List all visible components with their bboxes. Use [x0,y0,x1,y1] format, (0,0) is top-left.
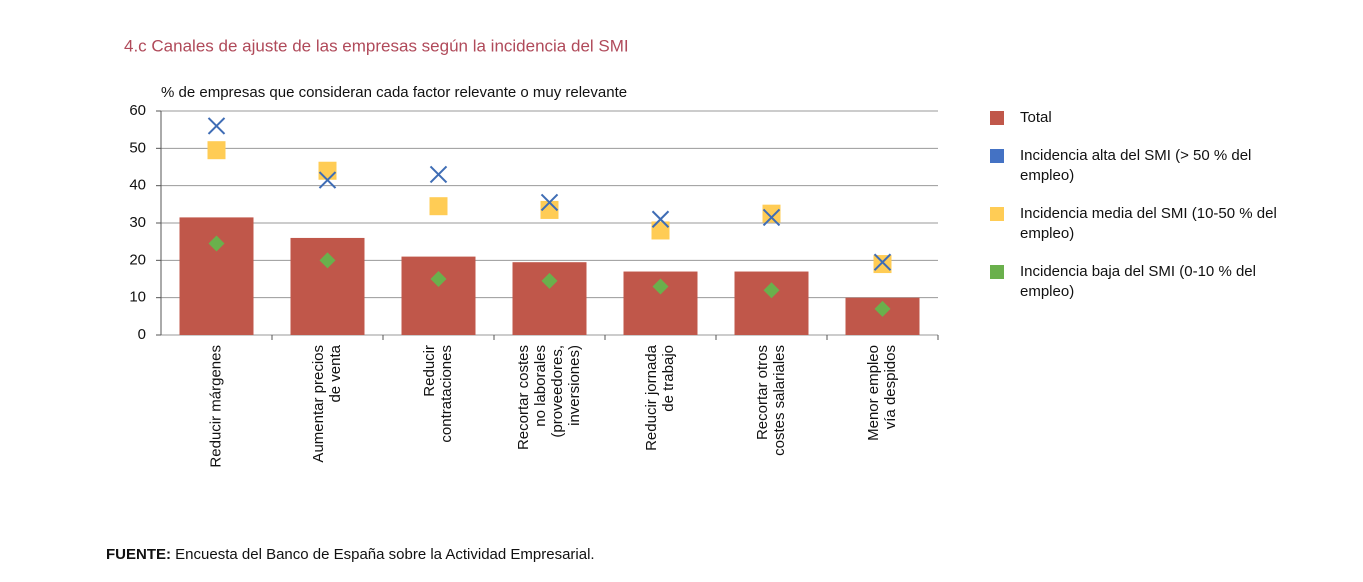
x-tick-label: Recortar otros [754,345,771,440]
y-tick-label: 30 [129,214,146,231]
source: FUENTE: Encuesta del Banco de España sob… [106,546,595,563]
y-tick-label: 0 [138,326,146,343]
legend-item: Incidencia baja del SMI (0-10 % del empl… [990,262,1300,302]
x-stroke [429,165,448,184]
x-stroke [651,210,670,228]
legend-swatch [990,207,1004,221]
x-tick-label: inversiones) [566,345,583,426]
x-marker [762,208,781,227]
square-marker [540,200,559,219]
legend-item: Incidencia alta del SMI (> 50 % del empl… [990,146,1300,186]
bar [734,271,809,335]
bar [401,256,476,335]
legend-label: Incidencia alta del SMI (> 50 % del empl… [1020,147,1252,184]
x-tick-label: (proveedores, [549,345,566,438]
y-tick-label: 20 [129,251,146,268]
square-marker [318,161,337,180]
diamond-marker [208,235,225,252]
x-tick-label: contrataciones [438,345,455,443]
square-marker [207,141,226,160]
x-tick-label: de venta [327,344,344,402]
diamond-marker [541,272,558,289]
x-marker [429,165,448,184]
x-tick-label: Reducir [421,345,438,397]
x-marker [873,253,892,271]
legend-label: Incidencia media del SMI (10-50 % del em… [1020,205,1277,242]
legend-swatch [990,149,1004,163]
x-stroke [762,208,781,227]
x-marker [540,193,559,212]
legend-swatch [990,265,1004,279]
x-stroke [207,117,226,135]
legend-item: Incidencia media del SMI (10-50 % del em… [990,204,1300,244]
square-marker [651,221,670,240]
x-tick-label: Reducir jornada [643,344,660,451]
x-tick-label: costes salariales [771,345,788,456]
y-axis-label: % de empresas que consideran cada factor… [161,84,627,101]
chart-title: 4.c Canales de ajuste de las empresas se… [124,36,629,55]
x-stroke [873,253,892,271]
diamond-marker [430,271,447,287]
y-tick-label: 10 [129,289,146,306]
x-stroke [318,171,337,189]
source-label: FUENTE: [106,546,171,563]
square-marker [873,255,892,274]
diamond-marker [874,300,891,317]
square-marker [762,204,781,223]
x-marker [207,117,226,135]
legend-label: Total [1020,109,1052,126]
bar [179,217,254,335]
x-tick-label: vía despidos [882,345,899,429]
diamond-marker [763,282,780,299]
x-tick-label: Reducir márgenes [207,345,224,468]
source-text: Encuesta del Banco de España sobre la Ac… [175,546,595,563]
diamond-marker [319,252,336,269]
legend-item: Total [990,108,1300,128]
x-tick-label: no laborales [532,345,549,427]
legend-label: Incidencia baja del SMI (0-10 % del empl… [1020,263,1256,300]
x-tick-label: Recortar costes [515,345,532,450]
legend-swatch [990,111,1004,125]
y-tick-label: 50 [129,139,146,156]
legend: Total Incidencia alta del SMI (> 50 % del… [990,108,1300,320]
x-tick-label: Menor empleo [865,345,882,441]
y-tick-label: 60 [129,102,146,119]
x-stroke [540,193,559,212]
x-marker [318,171,337,189]
x-marker [651,210,670,228]
x-tick-label: de trabajo [660,345,677,412]
square-marker [429,197,448,216]
y-tick-label: 40 [129,177,146,194]
x-tick-label: Aumentar precios [310,345,327,463]
diamond-marker [652,278,669,295]
